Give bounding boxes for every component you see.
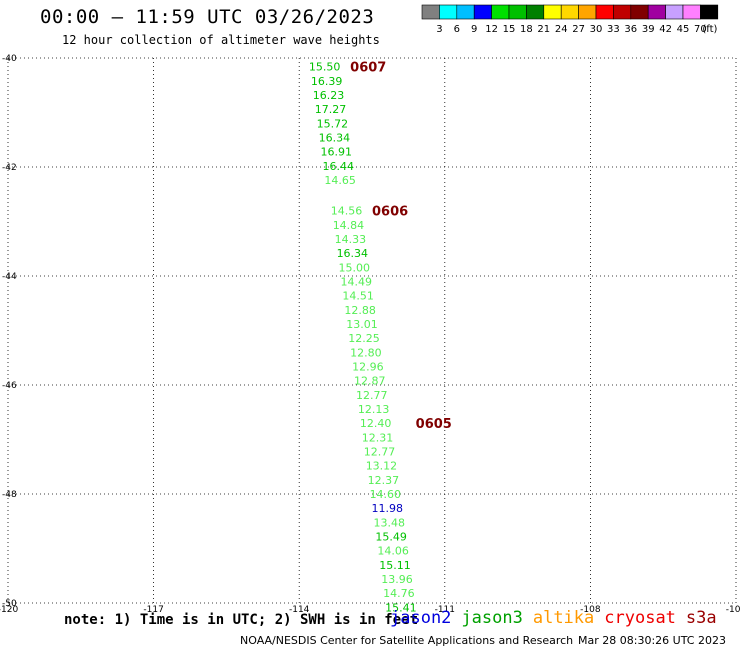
colorbar-label: 45 xyxy=(677,24,690,35)
wave-height-label: 15.72 xyxy=(317,117,349,130)
chart-title: 00:00 – 11:59 UTC 03/26/2023 xyxy=(40,6,375,28)
mission-legend: jason2 jason3 altika cryosat s3a xyxy=(390,608,727,628)
wave-height-label: 12.31 xyxy=(362,431,394,444)
wave-height-label: 13.96 xyxy=(381,573,413,586)
credit-text: NOAA/NESDIS Center for Satellite Applica… xyxy=(240,634,574,647)
colorbar-label: 70 xyxy=(694,24,707,35)
wave-height-label: 14.65 xyxy=(324,174,356,187)
wave-height-label: 15.41 xyxy=(385,601,417,612)
time-label: 0606 xyxy=(372,205,408,220)
wave-height-label: 14.76 xyxy=(383,587,415,600)
wave-height-label: 15.00 xyxy=(339,261,371,274)
wave-height-label: 15.50 xyxy=(309,61,341,74)
x-tick-label: -108 xyxy=(580,605,601,612)
colorbar-label: 15 xyxy=(503,24,516,35)
mission-cryosat: cryosat xyxy=(604,608,676,628)
y-tick-label: -48 xyxy=(2,490,17,500)
mission-jason2: jason2 xyxy=(390,608,452,628)
wave-height-label: 14.51 xyxy=(342,290,374,303)
wave-height-label: 14.49 xyxy=(340,275,372,288)
wave-height-label: 12.96 xyxy=(352,360,384,373)
map-plot: -120 -117 -114 -111 -108 -105 -40 -42 -44 -46 -48 -… xyxy=(0,54,740,612)
colorbar-label: 6 xyxy=(454,24,460,35)
wave-height-label: 16.39 xyxy=(311,75,343,88)
colorbar-label: 27 xyxy=(572,24,585,35)
colorbar-unit: (ft) xyxy=(702,24,717,35)
wave-height-label: 14.06 xyxy=(377,545,409,558)
x-tick-label: -117 xyxy=(143,605,163,612)
wave-height-label: 16.34 xyxy=(319,132,351,145)
wave-height-label: 14.60 xyxy=(370,488,402,501)
mission-s3a: s3a xyxy=(685,608,717,628)
wave-height-label: 13.12 xyxy=(366,460,398,473)
colorbar-label: 21 xyxy=(537,24,550,35)
y-tick-label: -40 xyxy=(2,54,17,64)
colorbar-label: 3 xyxy=(436,24,442,35)
wave-height-label: 17.27 xyxy=(315,103,347,116)
colorbar-label: 18 xyxy=(520,24,533,35)
colorbar-label: 24 xyxy=(555,24,568,35)
y-tick-label: -44 xyxy=(2,272,17,282)
wave-height-label: 12.88 xyxy=(344,304,376,317)
wave-height-label: 12.37 xyxy=(368,474,400,487)
generated-timestamp: Mar 28 08:30:26 UTC 2023 xyxy=(578,634,726,647)
wave-height-label: 16.34 xyxy=(337,247,369,260)
wave-height-label: 12.87 xyxy=(354,375,386,388)
wave-height-label: 16.91 xyxy=(321,146,353,159)
x-tick-label: -105 xyxy=(726,605,740,612)
wave-height-label: 16.23 xyxy=(313,89,345,102)
wave-height-label: 13.48 xyxy=(373,516,405,529)
x-tick-label: -114 xyxy=(289,605,310,612)
colorbar-label: 42 xyxy=(659,24,672,35)
y-tick-label: -42 xyxy=(2,163,17,173)
colorbar-label: 9 xyxy=(471,24,477,35)
wave-height-label: 11.98 xyxy=(372,502,404,515)
colorbar-label: 30 xyxy=(590,24,603,35)
wave-height-label: 15.11 xyxy=(379,559,411,572)
wave-height-label: 16.44 xyxy=(322,160,354,173)
wave-height-label: 14.33 xyxy=(335,233,367,246)
chart-subtitle: 12 hour collection of altimeter wave hei… xyxy=(62,33,380,47)
y-tick-label: -50 xyxy=(2,599,17,609)
colorbar-swatch xyxy=(700,4,719,20)
wave-height-label: 13.01 xyxy=(346,318,378,331)
footer-note: note: 1) Time is in UTC; 2) SWH is in fe… xyxy=(64,612,419,628)
wave-height-label: 12.40 xyxy=(360,417,392,430)
wave-height-label: 12.25 xyxy=(348,332,380,345)
colorbar-label: 33 xyxy=(607,24,620,35)
x-tick-label: -120 xyxy=(0,605,18,612)
y-tick-label: -46 xyxy=(2,381,17,391)
mission-jason3: jason3 xyxy=(461,608,523,628)
wave-height-label: 12.77 xyxy=(356,389,388,402)
colorbar-label: 36 xyxy=(624,24,637,35)
time-label: 0607 xyxy=(350,61,386,76)
colorbar-label: 39 xyxy=(642,24,655,35)
mission-altika: altika xyxy=(532,608,595,628)
wave-height-label: 14.84 xyxy=(333,219,365,232)
colorbar: 3 6 9 12 15 18 21 24 27 30 33 36 39 42 45 70(ft) xyxy=(421,4,719,35)
colorbar-label: 12 xyxy=(485,24,498,35)
wave-height-label: 12.77 xyxy=(364,445,396,458)
wave-height-label: 12.80 xyxy=(350,346,382,359)
wave-height-label: 14.56 xyxy=(331,205,363,218)
wave-height-label: 12.13 xyxy=(358,403,390,416)
x-tick-label: -111 xyxy=(435,605,455,612)
wave-height-label: 15.49 xyxy=(375,531,407,544)
time-label: 0605 xyxy=(416,417,452,432)
